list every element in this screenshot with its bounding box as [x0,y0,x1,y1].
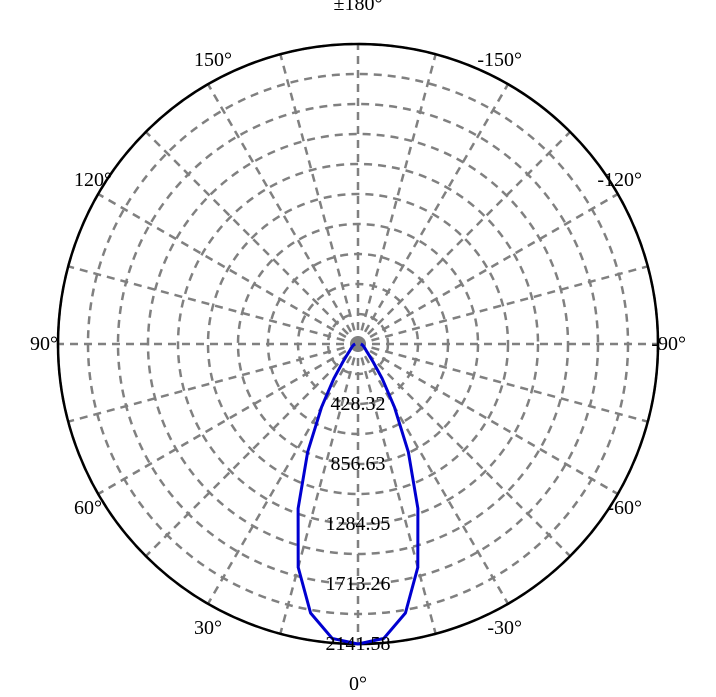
radial-label: 856.63 [331,453,386,475]
polar-chart-svg: 0° 30° 60° 90° 120° 150° ±180° -150° -120° -90° -6… [0,0,716,697]
angle-label: 150° [194,49,232,71]
grid [58,44,658,644]
angle-label: 60° [74,497,102,519]
radial-label: 1284.95 [326,513,391,535]
angle-label: 30° [194,617,222,639]
angle-label: -150° [477,49,522,71]
angle-label: 120° [74,169,112,191]
angle-label: ±180° [334,0,383,15]
radial-label: 428.32 [331,393,386,415]
polar-chart: 0° 30° 60° 90° 120° 150° ±180° -150° -120° -90° -6… [0,0,716,697]
radial-label: 2141.58 [326,633,391,655]
angle-label: -60° [607,497,642,519]
angle-label: 0° [349,673,367,695]
angle-label: -120° [597,169,642,191]
radial-label: 1713.26 [326,573,391,595]
angle-label: -30° [487,617,522,639]
angle-label: 90° [30,333,58,355]
angle-label: -90° [651,333,686,355]
